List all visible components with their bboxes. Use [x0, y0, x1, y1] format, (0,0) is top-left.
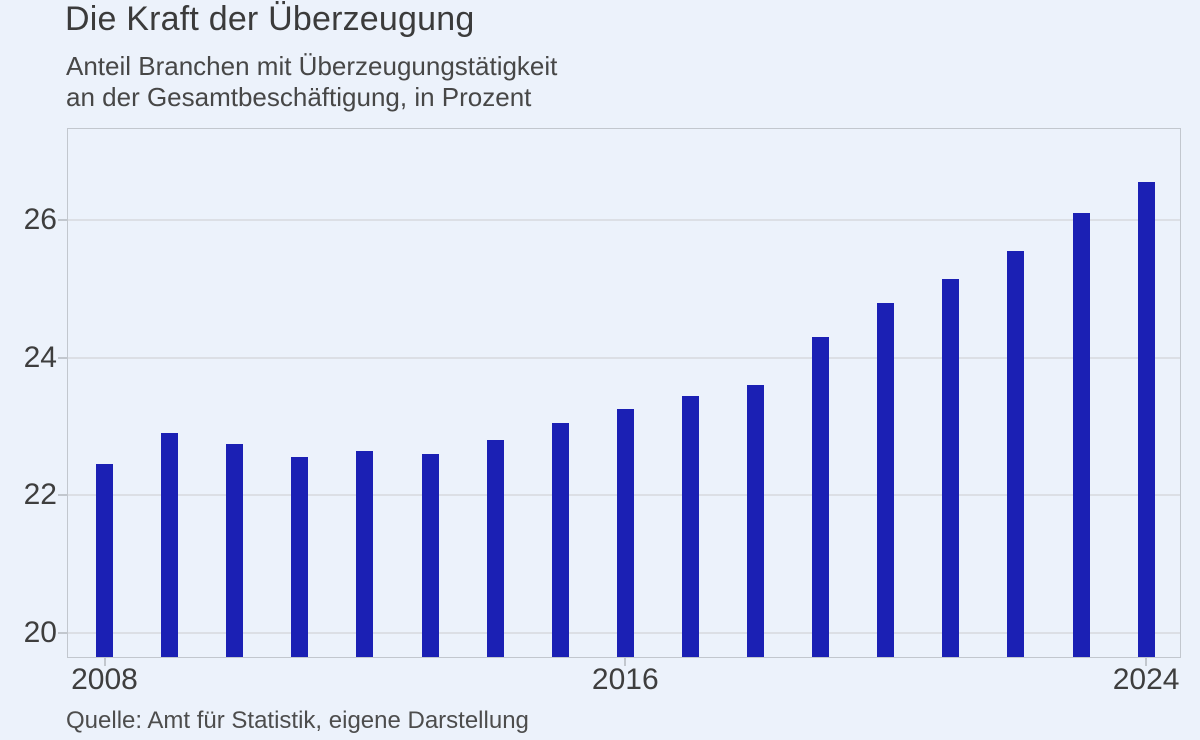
x-axis-tick-2008	[103, 658, 106, 666]
x-axis-tick-2024	[1145, 658, 1148, 666]
bar-2011	[291, 457, 309, 658]
y-tick-label-24: 24	[23, 340, 57, 374]
x-tick-label-2024: 2024	[1112, 663, 1180, 696]
gridline-26	[68, 219, 1180, 222]
bar-2010	[226, 443, 244, 658]
x-axis-tick-2016	[624, 658, 627, 666]
bar-2018	[747, 385, 764, 658]
y-tick-label-26: 26	[23, 203, 57, 237]
chart-title: Die Kraft der Überzeugung	[65, 0, 475, 38]
chart-subtitle: Anteil Branchen mit Überzeugungstätigkei…	[66, 51, 557, 113]
y-axis-tick-26	[58, 219, 68, 222]
plot-border	[67, 128, 1181, 658]
bar-2012	[356, 450, 374, 658]
bar-2015	[551, 423, 569, 658]
chart-subtitle-line2: an der Gesamtbeschäftigung, in Prozent	[66, 82, 532, 112]
bar-2024	[1137, 182, 1155, 658]
chart-source: Quelle: Amt für Statistik, eigene Darste…	[66, 707, 529, 734]
y-axis-tick-20	[58, 631, 68, 634]
chart-subtitle-line1: Anteil Branchen mit Überzeugungstätigkei…	[66, 51, 558, 81]
bar-2021	[942, 278, 960, 658]
bar-2023	[1072, 213, 1090, 658]
bar-2019	[812, 337, 830, 658]
bar-2014	[486, 440, 504, 658]
x-tick-label-2016: 2016	[591, 663, 659, 696]
y-axis-tick-24	[58, 356, 68, 359]
bar-2020	[877, 302, 895, 658]
bar-2017	[681, 395, 699, 658]
bar-2009	[161, 433, 179, 658]
bar-2008	[96, 464, 113, 658]
y-tick-label-20: 20	[23, 615, 57, 649]
bar-2016	[616, 409, 634, 658]
gridline-24	[68, 356, 1180, 359]
y-tick-label-22: 22	[23, 478, 57, 512]
bar-2022	[1007, 251, 1025, 658]
bar-2013	[421, 453, 439, 658]
y-axis-tick-22	[58, 494, 68, 497]
x-tick-label-2008: 2008	[71, 663, 138, 696]
